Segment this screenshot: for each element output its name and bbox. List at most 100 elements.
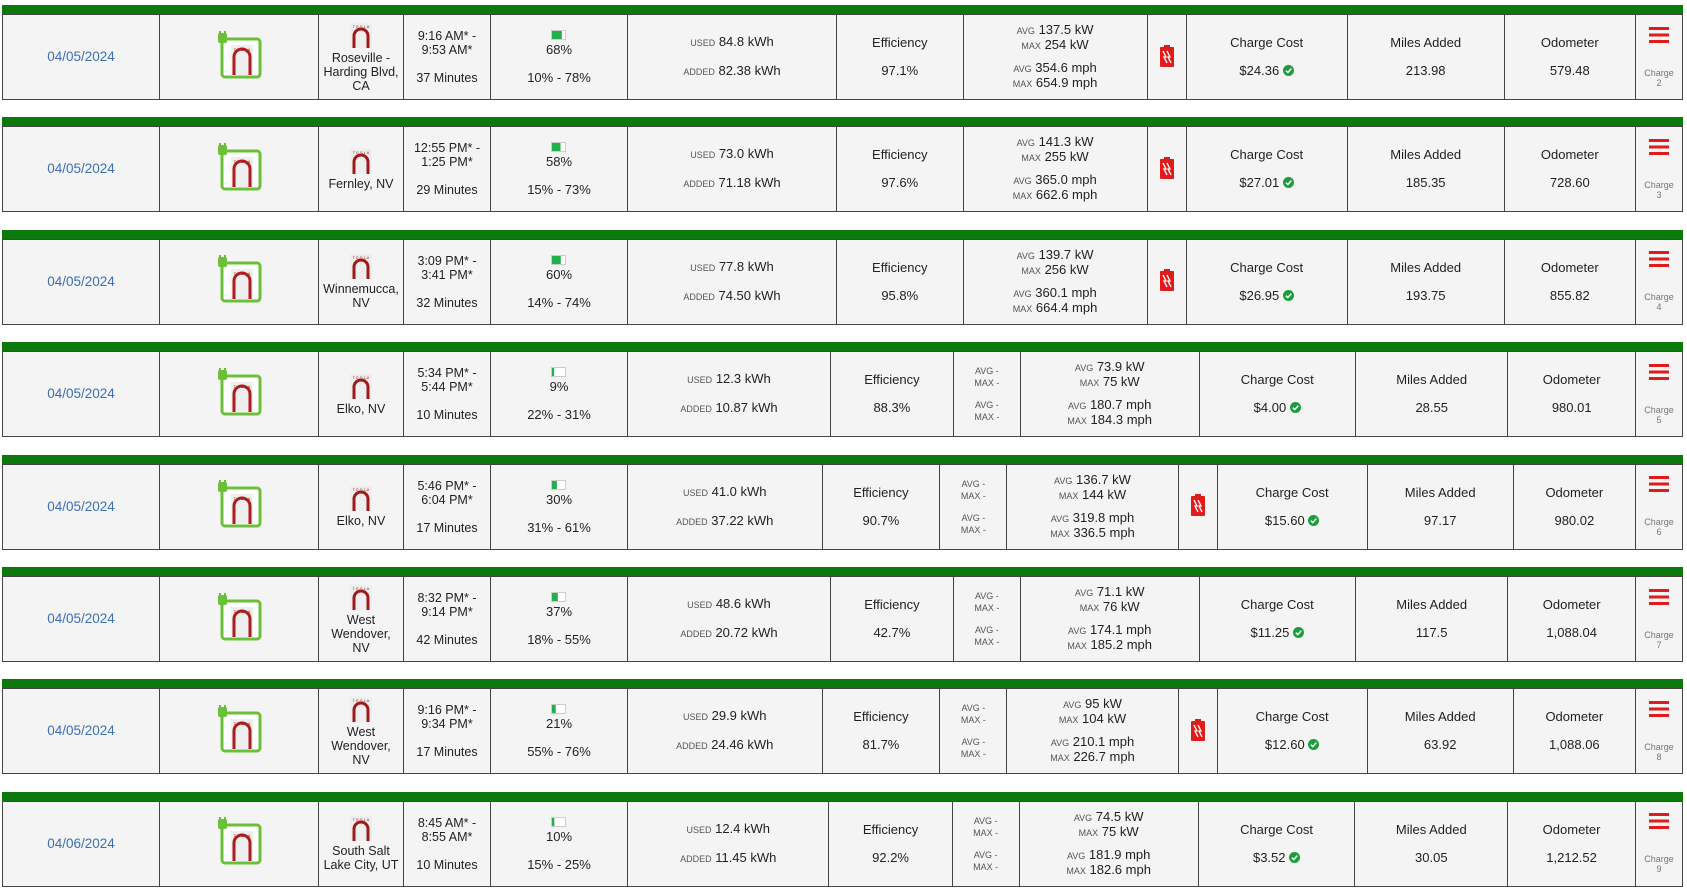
spacer — [632, 724, 818, 738]
avg-label: AVG — [974, 400, 994, 411]
row-header-bar — [2, 454, 1683, 464]
session-cells: 04/05/2024 T E S L A T E S L A Elko, NV 5:34… — [2, 351, 1683, 438]
plug-icon: T E S L A — [218, 592, 262, 640]
efficiency: 97.1% — [881, 63, 919, 78]
spacer — [495, 507, 623, 521]
odometer-label: Odometer — [1545, 484, 1604, 500]
empty-value: - — [994, 849, 998, 860]
date[interactable]: 04/05/2024 — [47, 498, 115, 514]
line: USED 84.8 kWh — [632, 35, 832, 50]
max-label: MAX — [1050, 753, 1070, 764]
date-cell: 04/06/2024 — [2, 800, 160, 887]
spacer — [495, 282, 623, 296]
line: MAX - — [957, 827, 1015, 839]
empty-value: - — [996, 378, 1000, 389]
miles-added: 97.17 — [1423, 512, 1457, 528]
avg-label: AVG — [973, 815, 993, 826]
battery-icon-cell — [1177, 463, 1218, 550]
row-header-bar — [2, 791, 1683, 801]
svg-text:T E S L A: T E S L A — [353, 150, 370, 155]
miles-added: 117.5 — [1415, 625, 1448, 640]
efficiency-cell: Efficiency 81.7% — [821, 688, 941, 775]
session-row: 04/05/2024 T E S L A T E S L A West Wendove… — [2, 567, 1683, 662]
max-label: MAX — [960, 749, 981, 760]
soc-battery — [551, 816, 566, 827]
cost-label: Charge Cost — [1255, 709, 1329, 725]
date-cell: 04/05/2024 — [2, 14, 160, 100]
spacer — [1640, 46, 1678, 68]
date[interactable]: 04/05/2024 — [47, 49, 115, 64]
used-label: USED — [687, 600, 713, 610]
added: 37.22 kWh — [711, 512, 774, 528]
check-icon — [1308, 514, 1320, 526]
spacer — [1352, 275, 1500, 289]
svg-text:T E S L A: T E S L A — [234, 496, 251, 501]
session-row: 04/05/2024 T E S L A T E S L A Elko, NV 5:46… — [2, 454, 1683, 550]
line: MAX 185.2 mph — [1025, 638, 1195, 653]
line: USED 41.0 kWh — [632, 484, 818, 500]
date[interactable]: 04/05/2024 — [47, 611, 115, 626]
line: AVG - — [944, 512, 1002, 524]
menu-icon[interactable] — [1649, 26, 1669, 43]
date[interactable]: 04/06/2024 — [47, 835, 115, 851]
avg-label: AVG — [1013, 64, 1032, 74]
date-cell: 04/05/2024 — [2, 576, 160, 662]
avg-power: 95 kW — [1085, 696, 1122, 712]
menu-icon[interactable] — [1649, 588, 1669, 605]
efficiency-label: Efficiency — [872, 259, 928, 275]
spacer — [408, 169, 486, 183]
spacer — [495, 169, 623, 183]
avg-speed: 181.9 mph — [1088, 846, 1151, 862]
battery-icon — [1159, 156, 1174, 179]
added-label: ADDED — [683, 291, 715, 302]
menu-icon[interactable] — [1649, 476, 1669, 493]
session-table: 04/05/2024 T E S L A T E S L A Elko, NV 5:46… — [2, 463, 1683, 550]
session-cells: 04/05/2024 T E S L A T E S L A Winnemucca, … — [2, 238, 1683, 325]
odometer: 855.82 — [1549, 287, 1590, 303]
line: USED 77.8 kWh — [632, 259, 832, 275]
menu-icon[interactable] — [1649, 138, 1669, 155]
svg-text:T E S L A: T E S L A — [234, 721, 251, 726]
date[interactable]: 04/05/2024 — [47, 161, 115, 177]
date[interactable]: 04/05/2024 — [47, 723, 115, 739]
max-label: MAX — [973, 827, 993, 838]
spacer — [408, 394, 486, 408]
spacer — [958, 389, 1016, 399]
location-cell: T E S L A Elko, NV — [318, 463, 404, 550]
used-label: USED — [686, 824, 712, 835]
cost-cell: Charge Cost $27.01 — [1185, 126, 1348, 213]
cost-cell: Charge Cost $12.60 — [1216, 688, 1368, 775]
spacer — [841, 50, 959, 64]
date[interactable]: 04/05/2024 — [47, 386, 115, 402]
spacer — [944, 726, 1002, 736]
battery-icon — [1190, 494, 1205, 517]
menu-icon[interactable] — [1649, 813, 1669, 830]
date[interactable]: 04/05/2024 — [47, 273, 115, 289]
charge-cost: $24.36 — [1239, 63, 1280, 78]
line: AVG - — [958, 365, 1016, 377]
svg-text:T E S L A: T E S L A — [353, 487, 370, 492]
spacer — [944, 502, 1002, 512]
duration: 10 Minutes — [416, 857, 478, 872]
line: MAX - — [944, 490, 1002, 502]
avg-label: AVG — [974, 591, 994, 601]
charge-label: Charge — [1644, 517, 1674, 528]
max-label: MAX — [1021, 41, 1041, 51]
odometer: 1,212.52 — [1546, 849, 1597, 865]
time-range: 8:32 PM* - 9:14 PM* — [417, 591, 477, 619]
energy-cell: USED 41.0 kWh ADDED 37.22 kWh — [627, 463, 823, 550]
line: ADDED 11.45 kWh — [632, 850, 824, 866]
battery-fill — [552, 31, 562, 39]
menu-icon[interactable] — [1649, 363, 1669, 380]
menu-icon[interactable] — [1649, 251, 1669, 268]
charge-cost: $3.52 — [1252, 849, 1286, 865]
soc-range: 10% - 78% — [527, 70, 591, 85]
menu-icon[interactable] — [1649, 700, 1669, 717]
odometer-label: Odometer — [1542, 821, 1601, 837]
location-cell: T E S L A South Salt Lake City, UT — [318, 800, 404, 887]
battery-fill — [552, 368, 555, 377]
line: AVG 365.0 mph — [968, 173, 1143, 188]
spacer — [1640, 608, 1678, 630]
efficiency-cell: Efficiency 97.6% — [835, 126, 964, 213]
empty-value: - — [982, 749, 986, 760]
